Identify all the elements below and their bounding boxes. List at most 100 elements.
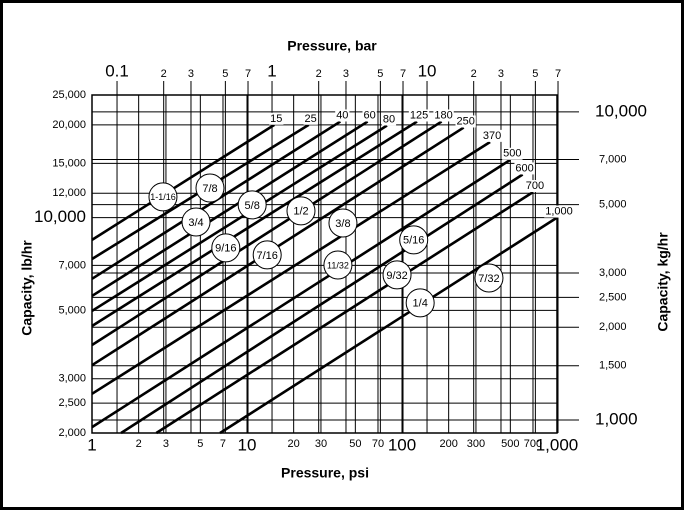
- x2-tick-label: 10: [418, 61, 437, 80]
- series-label: 80: [383, 113, 395, 125]
- y-tick-label: 2,000: [58, 427, 86, 439]
- x-tick-label: 7: [220, 438, 226, 450]
- y2-tick-label: 2,500: [599, 291, 627, 303]
- size-label: 11/32: [327, 260, 349, 270]
- label-bg: [303, 112, 318, 125]
- x-tick-label: 200: [439, 438, 457, 450]
- label-bg: [524, 180, 546, 193]
- series-line: [91, 158, 512, 429]
- x-tick-label: 300: [467, 438, 485, 450]
- y-tick-label: 10,000: [34, 207, 86, 226]
- series-label: 600: [515, 162, 533, 174]
- y-axis-title: Capacity, lb/hr: [19, 240, 35, 336]
- series-label: 370: [483, 130, 501, 142]
- size-label: 1-1/16: [150, 192, 176, 202]
- y-tick-label: 5,000: [58, 304, 86, 316]
- label-bg: [433, 109, 454, 122]
- label-bg: [408, 109, 430, 122]
- size-marker: [382, 260, 412, 290]
- series-label: 25: [305, 113, 317, 125]
- series-line: [155, 191, 534, 435]
- label-bg: [481, 129, 503, 142]
- x2-tick-label: 1: [267, 61, 276, 80]
- series-label: 40: [336, 109, 348, 121]
- x2-tick-label: 5: [222, 68, 228, 80]
- y-tick-label: 25,000: [52, 89, 86, 101]
- size-marker: [405, 288, 435, 318]
- label-bg: [514, 162, 535, 175]
- size-marker: [195, 173, 225, 203]
- series-label: 250: [457, 115, 475, 127]
- x-tick-label: 1,000: [536, 435, 579, 454]
- y2-tick-label: 1,000: [595, 409, 638, 428]
- label-bg: [502, 147, 523, 160]
- x-tick-label: 70: [372, 438, 384, 450]
- y-tick-label: 12,000: [52, 187, 86, 199]
- size-label: 7/32: [478, 273, 499, 285]
- size-label: 1/4: [413, 298, 428, 310]
- y-tick-label: 3,000: [58, 373, 86, 385]
- series-label: 500: [503, 148, 521, 160]
- x2-tick-label: 3: [343, 68, 349, 80]
- x2-tick-label: 5: [377, 68, 383, 80]
- series-label: 1,000: [545, 206, 573, 218]
- size-label: 5/16: [403, 235, 424, 247]
- size-label: 9/16: [215, 243, 236, 255]
- label-bg: [381, 113, 397, 126]
- x2-tick-label: 5: [532, 68, 538, 80]
- size-label: 9/32: [386, 270, 407, 282]
- series-line: [91, 120, 418, 328]
- y2-tick-label: 3,000: [599, 267, 627, 279]
- label-bg: [335, 109, 350, 122]
- series-line: [91, 124, 388, 313]
- series-line: [219, 216, 558, 435]
- size-label: 3/8: [335, 218, 350, 230]
- x-tick-label: 20: [288, 438, 300, 450]
- y2-tick-label: 2,000: [599, 321, 627, 333]
- y-tick-label: 2,500: [58, 397, 86, 409]
- size-label: 5/8: [245, 200, 260, 212]
- y2-tick-label: 5,000: [599, 198, 627, 210]
- size-marker: [328, 208, 358, 238]
- x2-tick-label: 0.1: [105, 61, 129, 80]
- x-tick-label: 100: [388, 435, 416, 454]
- x-tick-label: 10: [238, 435, 257, 454]
- size-marker: [323, 250, 353, 280]
- y-tick-label: 15,000: [52, 157, 86, 169]
- x2-tick-label: 2: [161, 68, 167, 80]
- label-bg: [269, 112, 284, 125]
- x2-axis-title: Pressure, bar: [287, 38, 377, 54]
- y-tick-label: 7,000: [58, 259, 86, 271]
- y2-tick-label: 1,500: [599, 360, 627, 372]
- x-tick-label: 3: [163, 438, 169, 450]
- series-line: [91, 120, 369, 298]
- x-tick-label: 30: [315, 438, 327, 450]
- size-marker: [181, 207, 211, 237]
- size-marker: [237, 190, 267, 220]
- size-label: 7/16: [256, 250, 277, 262]
- x2-tick-label: 2: [471, 68, 477, 80]
- series-line: [91, 123, 275, 241]
- series-line: [120, 173, 524, 435]
- x-tick-label: 1: [87, 435, 96, 454]
- y2-tick-label: 10,000: [595, 101, 647, 120]
- x-tick-label: 500: [501, 438, 519, 450]
- y2-tick-label: 7,000: [599, 153, 627, 165]
- size-label: 1/2: [293, 206, 308, 218]
- y2-axis-title: Capacity, kg/hr: [655, 232, 671, 332]
- label-bg: [362, 109, 377, 122]
- x-tick-label: 2: [136, 438, 142, 450]
- size-label: 7/8: [202, 183, 217, 195]
- x-axis-title: Pressure, psi: [281, 465, 369, 481]
- series-label: 60: [363, 109, 375, 121]
- size-marker: [474, 263, 504, 293]
- x2-tick-label: 3: [498, 68, 504, 80]
- x2-tick-label: 2: [316, 68, 322, 80]
- size-marker: [399, 225, 429, 255]
- series-label: 15: [270, 113, 282, 125]
- x2-tick-label: 7: [245, 68, 251, 80]
- x-tick-label: 700: [524, 438, 542, 450]
- series-label: 700: [526, 180, 544, 192]
